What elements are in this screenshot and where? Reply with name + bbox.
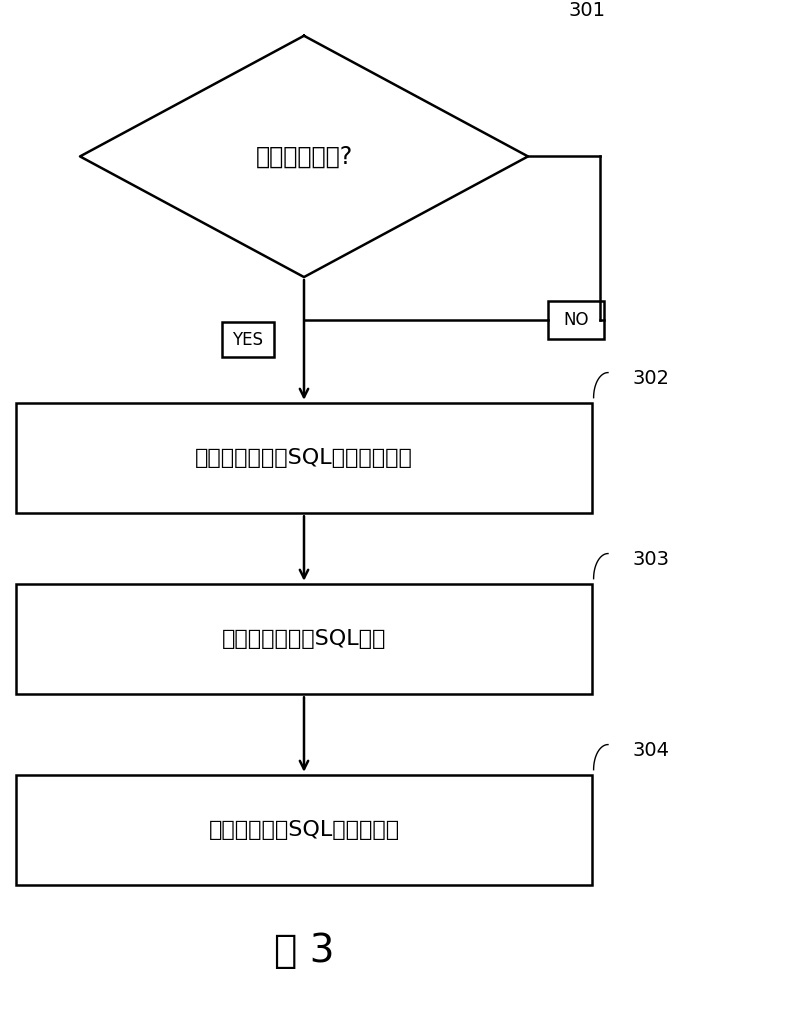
FancyBboxPatch shape (16, 402, 592, 514)
Text: 备用服务器用SQL访问数据库: 备用服务器用SQL访问数据库 (209, 820, 399, 840)
Text: 304: 304 (632, 741, 669, 759)
Text: 302: 302 (632, 369, 669, 387)
Text: 主用服务器复制SQL语句到同步表: 主用服务器复制SQL语句到同步表 (195, 448, 413, 468)
Text: YES: YES (233, 331, 263, 349)
Text: 301: 301 (568, 1, 605, 20)
Text: NO: NO (563, 310, 589, 329)
FancyBboxPatch shape (222, 323, 274, 358)
FancyBboxPatch shape (548, 300, 604, 339)
FancyBboxPatch shape (16, 583, 592, 695)
Text: 303: 303 (632, 550, 669, 568)
Text: 操作需要同步?: 操作需要同步? (255, 145, 353, 169)
Text: 图 3: 图 3 (274, 932, 334, 970)
FancyBboxPatch shape (16, 774, 592, 886)
Text: 备用服务器获取SQL语句: 备用服务器获取SQL语句 (222, 629, 386, 649)
